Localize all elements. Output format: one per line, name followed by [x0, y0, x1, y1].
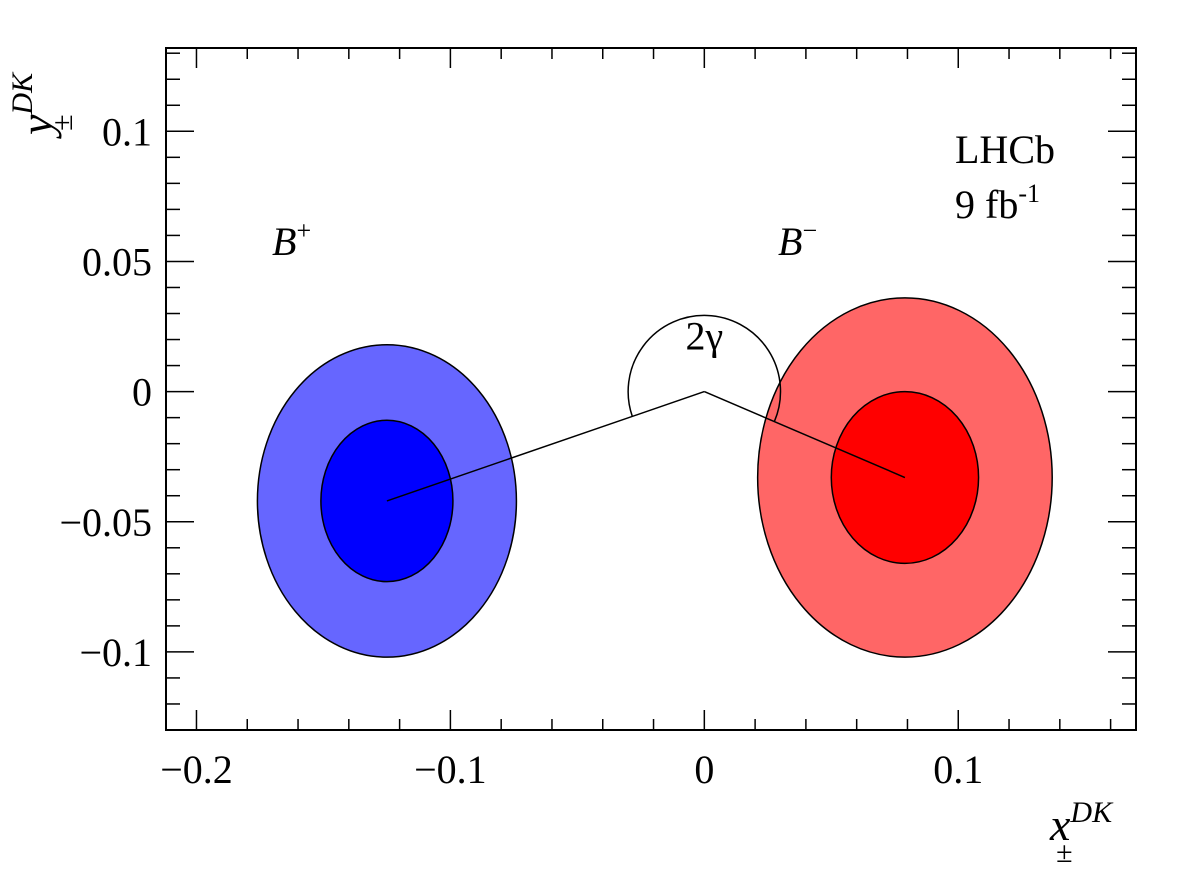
y-tick-label: 0.05 — [82, 239, 152, 284]
y-axis-title: yDK± — [6, 71, 79, 139]
plot-frame — [165, 47, 1137, 731]
x-axis-title: xDK ± — [1049, 796, 1114, 869]
two-gamma-arc — [627, 314, 782, 422]
x-tick-label: −0.2 — [160, 747, 233, 792]
bminus-contour-inner — [830, 390, 980, 565]
y-tick-label: −0.1 — [79, 630, 152, 675]
tick-labels: −0.2 −0.1 0 0.1 0.1 0.05 0 −0.05 −0.1 — [59, 109, 983, 792]
luminosity-label: 9 fb-1 — [955, 179, 1040, 227]
x-tick-label: 0.1 — [933, 747, 983, 792]
y-tick-label: 0 — [132, 370, 152, 415]
vector-lines — [386, 314, 906, 502]
angle-label: 2γ — [685, 314, 723, 359]
y-tick-label: 0.1 — [102, 109, 152, 154]
bplus-vector-line — [386, 390, 705, 502]
bminus-vector-line — [704, 390, 906, 479]
bplus-label: B+ — [272, 216, 311, 264]
x-tick-label: −0.1 — [414, 747, 487, 792]
bminus-label: B− — [778, 216, 817, 264]
contour-layer — [256, 297, 1053, 658]
experiment-label: LHCb — [955, 127, 1055, 172]
axis-ticks — [166, 48, 1136, 731]
x-tick-label: 0 — [694, 747, 714, 792]
y-tick-label: −0.05 — [59, 500, 152, 545]
